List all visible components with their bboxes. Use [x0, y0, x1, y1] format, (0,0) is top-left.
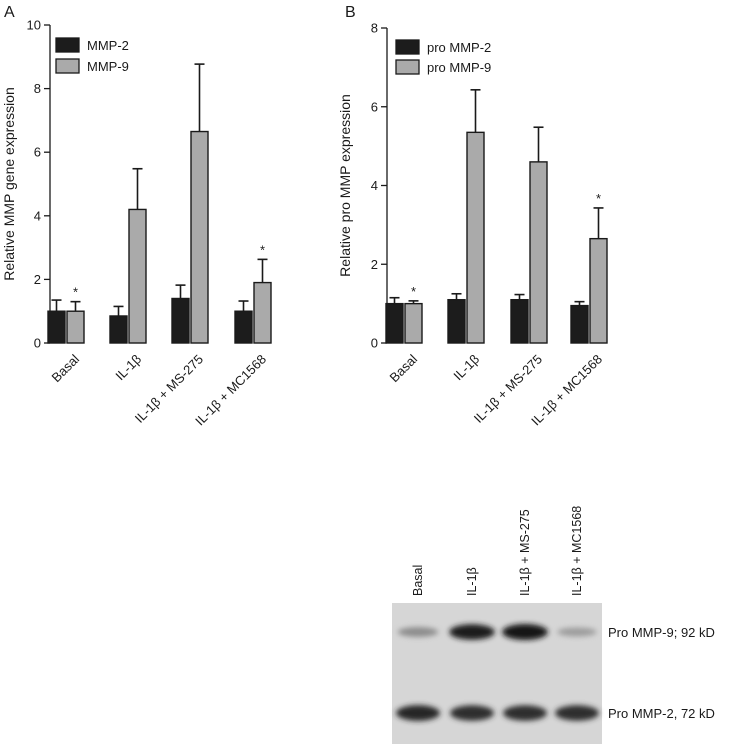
bar-pro-mmp-9	[529, 161, 548, 344]
legend-swatch	[55, 58, 80, 74]
lane-label: IL-1β + MC1568	[570, 506, 584, 596]
y-tick-label: 4	[371, 178, 378, 193]
significance-marker: *	[260, 242, 265, 257]
x-tick-label: IL-1β	[112, 352, 144, 384]
y-tick-label: 2	[371, 257, 378, 272]
bar-pro-mmp-2	[570, 304, 589, 344]
bar-mmp-9	[128, 208, 147, 344]
bar-mmp-2	[234, 310, 253, 344]
legend-swatch	[395, 39, 420, 55]
lane-label: IL-1β + MS-275	[518, 509, 532, 596]
lane-label: IL-1β	[465, 567, 479, 596]
y-tick-label: 0	[371, 336, 378, 351]
legend-swatch	[395, 59, 420, 75]
bar-mmp-9	[66, 310, 85, 344]
blot-membrane	[392, 603, 602, 744]
y-tick-label: 8	[371, 21, 378, 36]
bar-pro-mmp-9	[404, 302, 423, 344]
blot-band	[449, 624, 495, 640]
bar-pro-mmp-2	[447, 298, 466, 344]
blot-band	[397, 627, 439, 637]
panel-label: A	[4, 4, 15, 21]
bar-pro-mmp-9	[466, 131, 485, 344]
western-blot: Basal IL-1β IL-1β + MS-275 IL-1β + MC1568 P…	[392, 506, 715, 744]
panel-a-chart: A 0 2 4 6 8 10 Relative MMP gene expression Basa…	[1, 4, 272, 428]
y-tick-label: 10	[27, 18, 41, 33]
x-tick-label: Basal	[49, 351, 83, 385]
y-axis-label: Relative pro MMP expression	[337, 94, 353, 277]
significance-marker: *	[596, 191, 601, 206]
y-tick-label: 8	[34, 81, 41, 96]
y-tick-label: 4	[34, 208, 41, 223]
legend-label: pro MMP-9	[427, 60, 491, 75]
panel-label: B	[345, 4, 356, 21]
blot-band	[502, 624, 548, 640]
legend-swatch	[55, 37, 80, 53]
significance-marker: *	[411, 284, 416, 299]
bar-mmp-2	[109, 315, 128, 344]
panel-b-chart: B 0 2 4 6 8 Relative pro MMP expression Basal IL…	[337, 4, 608, 428]
legend-label: MMP-2	[87, 38, 129, 53]
bar-pro-mmp-9	[589, 237, 608, 344]
x-tick-label: Basal	[387, 351, 421, 385]
bar-mmp-2	[47, 310, 66, 344]
band-label: Pro MMP-2, 72 kD	[608, 706, 715, 721]
legend-label: MMP-9	[87, 59, 129, 74]
bar-mmp-9	[190, 130, 209, 344]
significance-marker: *	[73, 285, 78, 300]
legend-label: pro MMP-2	[427, 40, 491, 55]
bar-mmp-2	[171, 297, 190, 344]
bar-mmp-9	[253, 281, 272, 344]
bar-pro-mmp-2	[385, 302, 404, 344]
y-tick-label: 2	[34, 272, 41, 287]
blot-band	[557, 627, 597, 637]
lane-label: Basal	[411, 565, 425, 596]
y-tick-label: 6	[371, 99, 378, 114]
band-label: Pro MMP-9; 92 kD	[608, 625, 715, 640]
bar-pro-mmp-2	[510, 298, 529, 344]
y-axis-label: Relative MMP gene expression	[1, 87, 17, 281]
x-tick-label: IL-1β	[450, 352, 482, 384]
y-tick-label: 6	[34, 145, 41, 160]
y-tick-label: 0	[34, 336, 41, 351]
